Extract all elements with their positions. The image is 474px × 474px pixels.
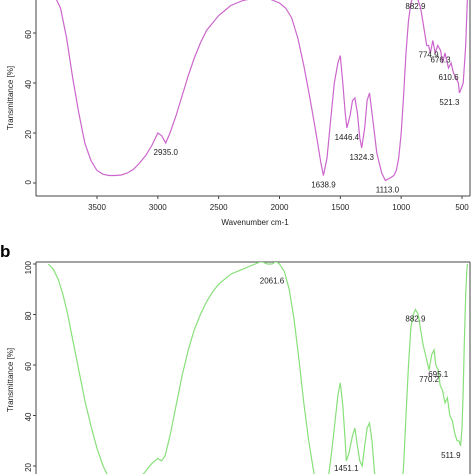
x-tick-label-a: 1500 — [331, 203, 349, 212]
peak-label-a: 774.9 — [419, 51, 440, 60]
peak-label-a: 2935.0 — [154, 148, 179, 157]
ftir-chart-a: 0 20 40 60 3500 3000 2500 2000 1500 1000 500 2935… — [6, 0, 471, 227]
x-tick-label-a: 3000 — [149, 203, 167, 212]
peak-label-a: 1446.4 — [335, 133, 360, 142]
x-tick-label-a: 3500 — [88, 203, 106, 212]
spectrum-line-b — [47, 262, 469, 474]
x-tick-label-a: 2500 — [210, 203, 228, 212]
x-tick-label-a: 1000 — [392, 203, 410, 212]
peak-label-a: 1113.0 — [376, 186, 400, 195]
peak-label-b: 770.2 — [419, 375, 440, 384]
peak-label-a: 1324.3 — [349, 153, 374, 162]
y-tick-label-a: 0 — [24, 179, 33, 184]
y-tick-label-b: 60 — [24, 361, 33, 370]
peak-label-a: 610.6 — [439, 73, 460, 82]
x-axis-label-a: Wavenumber cm-1 — [221, 218, 289, 227]
x-tick-label-a: 2000 — [271, 203, 289, 212]
peak-label-b: 1451.1 — [334, 464, 359, 473]
y-tick-label-b: 20 — [24, 462, 33, 471]
y-tick-label-b: 100 — [24, 260, 33, 274]
peak-label-b: 882.9 — [405, 314, 426, 323]
peak-label-a: 521.3 — [439, 98, 460, 107]
peak-label-b: 695.1 — [428, 370, 449, 379]
y-axis-label-b: Transmittance [%] — [6, 348, 15, 412]
y-tick-label-b: 40 — [24, 412, 33, 421]
peak-label-b: 2061.6 — [260, 277, 285, 286]
panel-label-b: b — [0, 242, 10, 261]
peak-label-a: 1638.9 — [311, 181, 336, 190]
y-tick-label-b: 80 — [24, 311, 33, 320]
y-tick-label-a: 40 — [24, 79, 33, 88]
peak-label-a: 882.9 — [405, 2, 426, 11]
peak-label-b: 511.9 — [441, 451, 461, 460]
y-tick-label-a: 20 — [24, 129, 33, 138]
y-tick-label-a: 60 — [24, 29, 33, 38]
x-tick-label-a: 500 — [455, 203, 469, 212]
spectrum-line-a — [55, 0, 468, 182]
y-axis-label-a: Transmittance [%] — [6, 66, 15, 130]
peak-label-a: 676.3 — [431, 56, 452, 65]
